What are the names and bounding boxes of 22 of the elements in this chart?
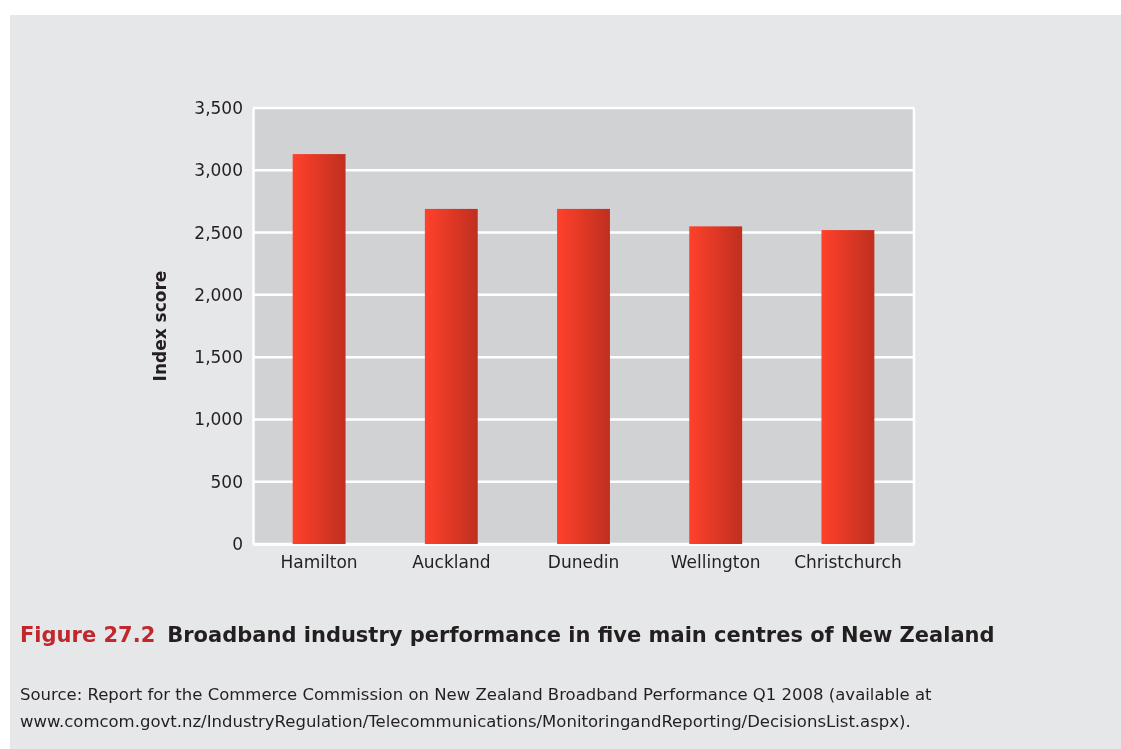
y-tick-label: 1,000 xyxy=(194,409,243,430)
text: Broadband industry performance in five main centres of New Zealand xyxy=(167,623,995,647)
y-tick-label: 2,000 xyxy=(194,284,243,305)
bar xyxy=(424,208,478,544)
bar xyxy=(821,230,875,544)
x-tick-label: Christchurch xyxy=(794,552,902,573)
y-tick-label: 3,000 xyxy=(194,160,243,181)
x-tick-label: Hamilton xyxy=(280,552,358,573)
caption: Figure 27.2 xyxy=(20,623,156,647)
y-tick-label: 2,500 xyxy=(194,222,243,243)
y-tick-label: 500 xyxy=(210,471,243,492)
x-tick-label: Wellington xyxy=(670,552,761,573)
bar xyxy=(292,154,346,544)
y-tick-label: 3,500 xyxy=(194,97,243,118)
source-note: Source: Report for the Commerce Commission on New Zealand Broadband Performance Q1 2008 (available at www.comcom.govt.nz/IndustryRegulation/Telecommunications/MonitoringandReporting/DecisionsList.aspx). xyxy=(20,684,933,733)
bar xyxy=(557,208,610,544)
y-axis-title: Index score xyxy=(150,270,170,382)
y-tick-label: 1,500 xyxy=(194,347,243,368)
x-tick-label: Dunedin xyxy=(547,552,620,573)
y-tick-label: 0 xyxy=(232,533,243,554)
bar xyxy=(689,226,743,544)
x-tick-label: Auckland xyxy=(412,552,491,573)
